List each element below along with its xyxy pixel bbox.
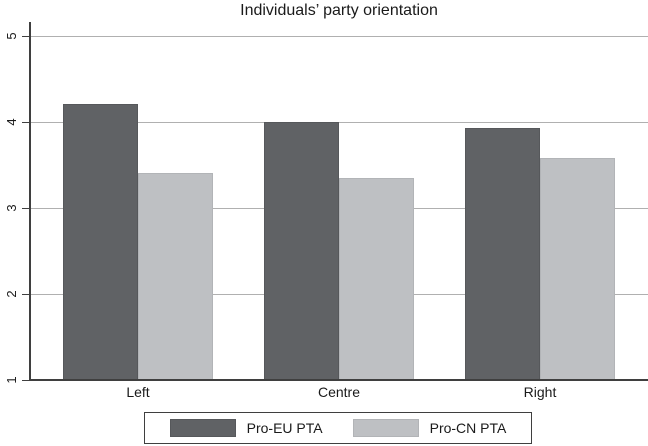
bar-pro-cn-pta-right [540,158,615,380]
y-gridline-5 [30,36,648,37]
y-tick-4 [22,122,29,123]
legend-swatch-pro-cn [352,419,419,437]
legend-label-pro-eu: Pro-EU PTA [246,420,323,436]
y-tick-label-4: 4 [4,118,19,126]
y-tick-label-5: 5 [4,32,19,40]
bar-pro-cn-pta-left [138,172,213,380]
y-axis-line [29,22,31,381]
y-tick-label-3: 3 [4,204,19,212]
y-tick-label-1: 1 [4,376,19,384]
chart-title: Individuals’ party orientation [240,2,438,19]
legend-item-pro-eu: Pro-EU PTA [169,419,323,437]
legend-label-pro-cn: Pro-CN PTA [429,420,507,436]
y-tick-label-2: 2 [4,290,19,298]
bar-pro-eu-pta-left [63,103,138,380]
x-tick-label-right: Right [523,384,557,400]
bar-pro-eu-pta-right [465,128,540,380]
legend-item-pro-cn: Pro-CN PTA [352,419,507,437]
legend-swatch-pro-eu [169,419,236,437]
y-tick-2 [22,294,29,295]
y-gridline-4 [30,122,648,123]
x-tick-label-left: Left [126,384,150,400]
y-tick-3 [22,208,29,209]
legend: Pro-EU PTA Pro-CN PTA [144,412,532,444]
x-axis-line [29,379,648,381]
y-tick-5 [22,36,29,37]
y-tick-1 [22,380,29,381]
bar-pro-eu-pta-centre [264,122,339,380]
bar-pro-cn-pta-centre [339,177,414,380]
x-tick-label-centre: Centre [317,384,361,400]
